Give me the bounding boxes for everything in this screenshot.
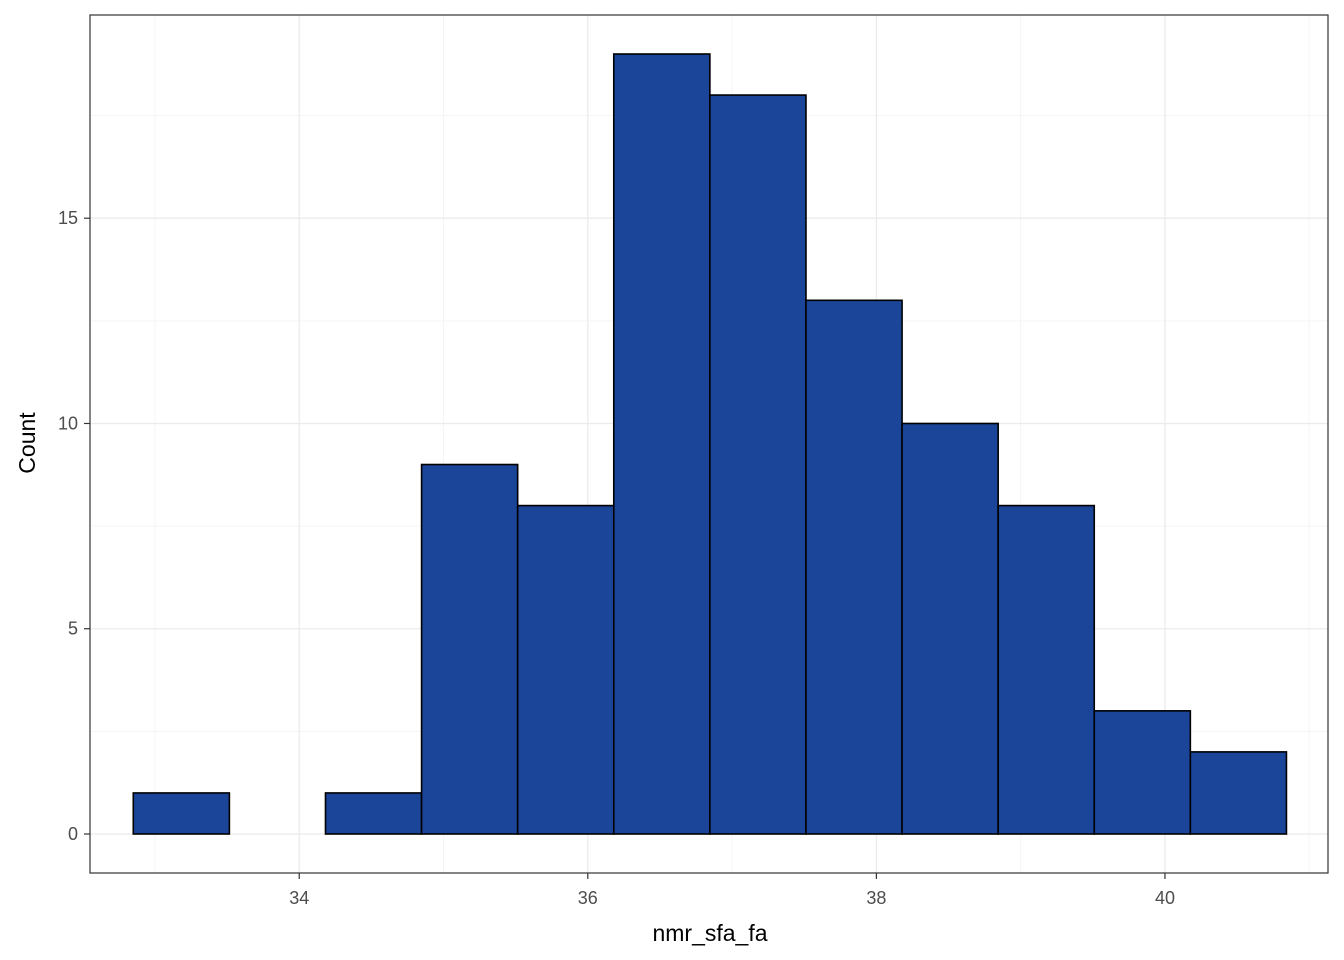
y-axis: 0 5 10 15 xyxy=(58,208,90,844)
panel-border xyxy=(89,14,1329,874)
histogram-bars xyxy=(132,53,1288,835)
x-tick-label: 36 xyxy=(578,888,598,908)
histogram-bar xyxy=(901,422,999,835)
y-tick-label: 0 xyxy=(68,824,78,844)
histogram-bar xyxy=(709,94,807,835)
y-tick-label: 5 xyxy=(68,619,78,639)
histogram-bar xyxy=(132,792,231,835)
histogram-bar xyxy=(612,53,711,835)
x-tick-label: 38 xyxy=(866,888,886,908)
y-axis-title: Count xyxy=(14,412,40,474)
histogram-bar xyxy=(324,792,423,835)
y-tick-label: 15 xyxy=(58,208,78,228)
histogram-bar xyxy=(997,504,1096,835)
x-tick-label: 34 xyxy=(289,888,309,908)
histogram-bar xyxy=(1189,751,1288,835)
x-axis-title: nmr_sfa_fa xyxy=(652,920,767,946)
x-tick-label: 40 xyxy=(1155,888,1175,908)
histogram-bar xyxy=(1093,710,1192,835)
histogram-bar xyxy=(516,504,615,835)
y-tick-label: 10 xyxy=(58,413,78,433)
histogram-bar xyxy=(420,463,519,835)
x-axis: 34 36 38 40 xyxy=(289,873,1175,908)
histogram-bar xyxy=(805,299,903,835)
